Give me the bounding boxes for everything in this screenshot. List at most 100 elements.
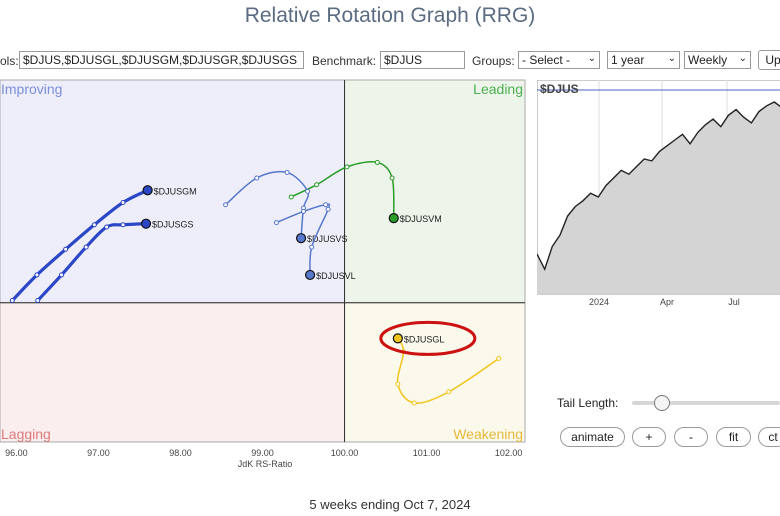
quadrant-label-improving: Improving bbox=[1, 81, 62, 97]
series-label: $DJUSVM bbox=[400, 214, 442, 224]
series-tail-point bbox=[395, 381, 401, 387]
benchmark-input[interactable]: $DJUS bbox=[380, 51, 465, 69]
series-tail-point bbox=[301, 208, 307, 214]
fit-button[interactable]: fit bbox=[716, 427, 751, 447]
quadrant-label-weakening: Weakening bbox=[453, 426, 523, 442]
series-label: $DJUSVS bbox=[307, 234, 348, 244]
series-head-point bbox=[392, 333, 403, 344]
animate-button[interactable]: animate bbox=[560, 427, 625, 447]
series-djusvl[interactable]: $DJUSVL bbox=[273, 202, 356, 281]
series-tail-point bbox=[284, 169, 290, 175]
x-tick-label: 97.00 bbox=[87, 448, 110, 458]
chevron-down-icon: ⌄ bbox=[667, 53, 676, 64]
x-axis-ticks: 96.00 97.00 98.00 99.00 100.00 101.00 102.00 bbox=[5, 448, 522, 458]
highlight-ellipse bbox=[379, 320, 477, 356]
series-tail-point bbox=[63, 246, 69, 252]
quadrant-leading bbox=[344, 79, 526, 304]
period-select-value: 1 year bbox=[611, 53, 645, 67]
series-tail-point bbox=[309, 244, 315, 250]
series-tail-point bbox=[120, 222, 126, 228]
quadrant-weakening bbox=[344, 302, 526, 443]
series-label: $DJUSGL bbox=[404, 334, 445, 344]
series-head-point bbox=[388, 213, 399, 224]
zoom-in-button[interactable]: + bbox=[632, 427, 666, 447]
series-tail-point bbox=[35, 298, 41, 304]
groups-select[interactable]: - Select - ⌄ bbox=[518, 51, 600, 69]
series-tail-point bbox=[411, 400, 417, 406]
quadrant-label-leading: Leading bbox=[473, 81, 523, 97]
controls-bar: ols: $DJUS,$DJUSGL,$DJUSGM,$DJUSGR,$DJUS… bbox=[0, 50, 780, 72]
quadrant-label-lagging: Lagging bbox=[1, 426, 51, 442]
benchmark-chart: $DJUS 2024 Apr Jul bbox=[537, 80, 780, 307]
tail-length-label: Tail Length: bbox=[557, 396, 619, 410]
x-tick-label: 101.00 bbox=[413, 448, 441, 458]
series-djusgm[interactable]: $DJUSGM bbox=[9, 185, 197, 304]
symbols-input[interactable]: $DJUS,$DJUSGL,$DJUSGM,$DJUSGR,$DJUSGS bbox=[19, 51, 304, 69]
series-tail-point bbox=[389, 175, 395, 181]
series-label: $DJUSGM bbox=[154, 186, 197, 196]
symbols-label: ols: bbox=[0, 54, 19, 68]
series-tail-point bbox=[288, 194, 294, 200]
center-gridlines bbox=[0, 80, 525, 442]
series-tail-point bbox=[120, 200, 126, 206]
tail-length-slider-thumb[interactable] bbox=[653, 395, 670, 411]
groups-label: Groups: bbox=[472, 54, 515, 68]
series-djusvm[interactable]: $DJUSVM bbox=[288, 159, 442, 224]
series-djusgs[interactable]: $DJUSGS bbox=[35, 218, 194, 304]
period-caption: 5 weeks ending Oct 7, 2024 bbox=[309, 497, 471, 512]
interval-select-value: Weekly bbox=[688, 53, 728, 67]
chevron-down-icon: ⌄ bbox=[738, 53, 747, 64]
series-tail-point bbox=[91, 222, 97, 228]
series-tail-point bbox=[254, 175, 260, 181]
series-tail-point bbox=[223, 202, 229, 208]
rrg-series-layer: $DJUSGM $DJUSGS $DJUSVM $DJUSVS $DJUSVL $DJUS… bbox=[9, 159, 502, 406]
update-button[interactable]: Up bbox=[758, 50, 780, 70]
series-tail-point bbox=[83, 244, 89, 250]
benchmark-label: Benchmark: bbox=[312, 54, 377, 68]
series-tail-point bbox=[446, 389, 452, 395]
x-axis-label: JdK RS-Ratio bbox=[238, 459, 293, 469]
page-title: Relative Rotation Graph (RRG) bbox=[244, 4, 536, 27]
benchmark-x-tick-label: Jul bbox=[728, 297, 740, 307]
series-tail-point bbox=[344, 164, 350, 170]
benchmark-area bbox=[537, 102, 780, 294]
series-tail-point bbox=[325, 206, 331, 212]
series-head-point bbox=[295, 233, 307, 244]
series-tail-point bbox=[305, 188, 311, 194]
interval-select[interactable]: Weekly ⌄ bbox=[684, 51, 751, 69]
series-tail-point bbox=[323, 202, 329, 208]
chevron-down-icon: ⌄ bbox=[587, 53, 596, 64]
series-tail-point bbox=[496, 355, 502, 361]
x-tick-label: 102.00 bbox=[495, 448, 523, 458]
x-tick-label: 96.00 bbox=[5, 448, 28, 458]
quadrant-improving bbox=[0, 79, 346, 304]
center-button[interactable]: ct bbox=[758, 427, 780, 447]
tail-length-track[interactable] bbox=[632, 401, 780, 405]
series-tail-point bbox=[9, 298, 15, 304]
series-tail-point bbox=[374, 159, 380, 165]
series-djusgl[interactable]: $DJUSGL bbox=[379, 320, 502, 406]
quadrant-lagging bbox=[0, 302, 346, 443]
benchmark-chart-title: $DJUS bbox=[540, 82, 579, 96]
x-tick-label: 99.00 bbox=[251, 448, 274, 458]
period-select[interactable]: 1 year ⌄ bbox=[607, 51, 680, 69]
series-tail-point bbox=[59, 272, 65, 278]
benchmark-x-tick-label: Apr bbox=[660, 297, 674, 307]
series-tail-line bbox=[290, 161, 395, 219]
series-tail-point bbox=[314, 182, 320, 188]
series-tail-point bbox=[273, 220, 279, 226]
benchmark-x-tick-label: 2024 bbox=[589, 297, 609, 307]
benchmark-x-ticks: 2024 Apr Jul bbox=[589, 297, 740, 307]
zoom-out-button[interactable]: - bbox=[674, 427, 708, 447]
series-label: $DJUSGS bbox=[152, 220, 194, 230]
series-tail-point bbox=[104, 224, 110, 230]
series-label: $DJUSVL bbox=[316, 271, 356, 281]
x-tick-label: 100.00 bbox=[331, 448, 359, 458]
series-tail-point bbox=[34, 272, 40, 278]
series-head-point bbox=[142, 185, 153, 196]
groups-select-value: - Select - bbox=[522, 53, 571, 67]
x-tick-label: 98.00 bbox=[169, 448, 192, 458]
series-head-point bbox=[140, 218, 152, 229]
series-head-point bbox=[304, 269, 316, 281]
rrg-chart: Improving Leading Lagging Weakening $DJU… bbox=[0, 79, 526, 469]
